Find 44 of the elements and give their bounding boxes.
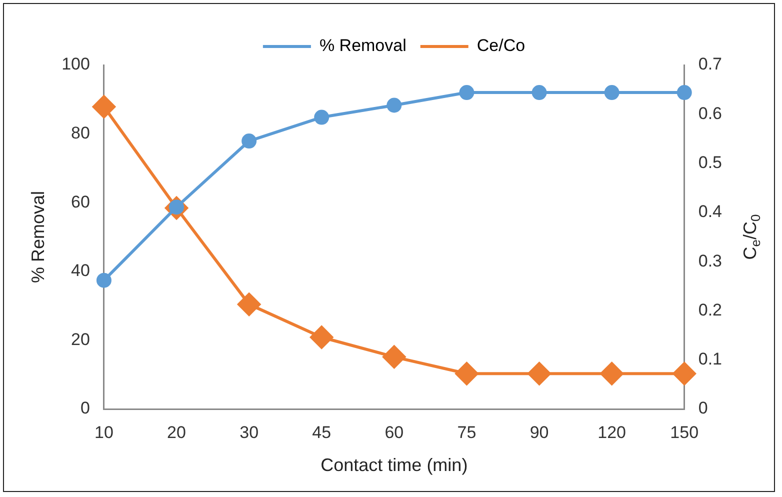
point: [242, 134, 257, 149]
y-tick-label: 60: [71, 192, 90, 212]
x-tick-label: 150: [670, 422, 699, 442]
y-tick-label: 80: [71, 123, 90, 142]
point: [528, 362, 551, 386]
y-axis-title: % Removal: [28, 190, 48, 284]
y-tick-label: 40: [71, 261, 90, 280]
point: [382, 345, 406, 368]
y-tick-label: 20: [71, 330, 90, 349]
y2-tick-label: 0.6: [698, 104, 722, 123]
point: [314, 110, 330, 125]
y2-tick-label: 0.5: [698, 152, 722, 172]
point: [672, 362, 696, 386]
x-tick-label: 90: [530, 422, 549, 442]
y2-tick-label: 0: [698, 398, 708, 418]
y-tick-label: 100: [62, 54, 90, 74]
x-tick-label: 60: [384, 422, 404, 442]
x-tick-label: 45: [312, 422, 332, 442]
point: [676, 85, 692, 100]
x-axis-title: Contact time (min): [320, 455, 468, 476]
y2-tick-label: 0.4: [698, 202, 722, 222]
point: [386, 98, 402, 113]
y2-tick-label: 0.7: [698, 54, 722, 74]
point: [92, 95, 116, 118]
point: [532, 85, 547, 100]
point: [459, 85, 474, 100]
point: [455, 362, 478, 386]
legend-label: % Removal: [319, 36, 406, 56]
x-tick-label: 120: [598, 422, 626, 442]
y2-tick-label: 0.1: [698, 350, 722, 369]
y-tick-label: 0: [80, 398, 90, 418]
point: [96, 272, 112, 288]
point: [604, 85, 620, 100]
x-tick-label: 10: [94, 422, 114, 442]
y2-tick-label: 0.3: [698, 251, 722, 270]
y2-tick-label: 0.2: [698, 300, 722, 320]
x-tick-label: 30: [240, 422, 259, 442]
point: [310, 326, 334, 349]
legend-label: Ce/Co: [476, 36, 526, 56]
point: [600, 362, 624, 386]
x-tick-label: 75: [457, 422, 476, 442]
y2-axis-title: Ce/C0: [740, 214, 763, 260]
x-tick-label: 20: [167, 422, 186, 442]
point: [238, 292, 261, 316]
